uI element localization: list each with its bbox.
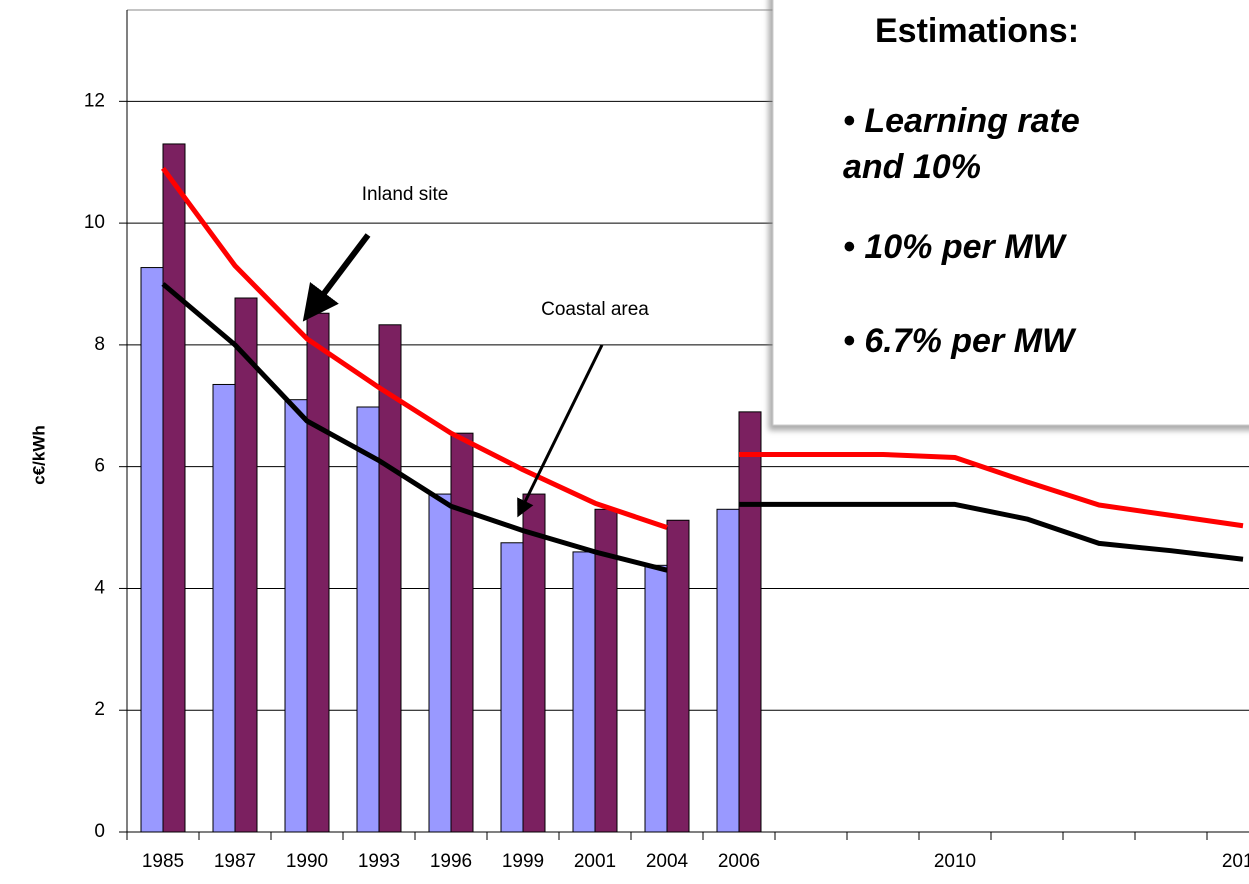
line bbox=[739, 501, 1244, 562]
bar bbox=[428, 493, 452, 833]
text-box-line: • Learning rate bbox=[843, 102, 1080, 140]
bar bbox=[716, 508, 740, 833]
y-tick-label: 2 bbox=[94, 699, 105, 720]
y-tick-label: 4 bbox=[94, 577, 105, 598]
y-tick-label: 10 bbox=[84, 212, 105, 233]
annotation-arrow bbox=[517, 344, 604, 518]
bar bbox=[234, 297, 258, 833]
y-tick-label: 12 bbox=[84, 90, 105, 111]
annotation-arrow bbox=[302, 233, 371, 322]
bar bbox=[572, 551, 596, 833]
x-tick-label: 1999 bbox=[502, 851, 544, 872]
bar bbox=[212, 383, 236, 833]
x-tick-label: 2015 bbox=[1222, 851, 1249, 872]
bar bbox=[356, 406, 380, 833]
plot-area: 0 2 4 6 8 10 12 1985 1987 1990 1993 1996 1999 2001 200… bbox=[84, 9, 1249, 872]
text-box-frame bbox=[772, 0, 1249, 426]
x-tick-label: 1987 bbox=[214, 851, 256, 872]
x-tick-label: 1993 bbox=[358, 851, 400, 872]
bar bbox=[140, 267, 164, 833]
line bbox=[739, 451, 1244, 529]
bar bbox=[666, 519, 690, 833]
bar bbox=[738, 411, 762, 833]
bar bbox=[378, 324, 402, 833]
bar bbox=[306, 312, 330, 833]
text-box-line: and 10% bbox=[843, 148, 981, 186]
x-tick-label: 2010 bbox=[934, 851, 976, 872]
bar bbox=[644, 564, 668, 833]
text-box: Estimations: • Learning rate and 10% • 1… bbox=[772, 0, 1249, 426]
x-tick-label: 2006 bbox=[718, 851, 760, 872]
line bbox=[161, 282, 668, 573]
y-tick-label: 8 bbox=[94, 334, 105, 355]
y-tick-label: 0 bbox=[94, 821, 105, 842]
bar bbox=[522, 493, 546, 833]
y-axis-label: c€/kWh bbox=[29, 425, 48, 485]
bar bbox=[450, 432, 474, 833]
bar bbox=[500, 542, 524, 833]
annotation: Coastal area bbox=[541, 299, 649, 320]
text-box-line: • 10% per MW bbox=[843, 228, 1068, 266]
text-box-line: • 6.7% per MW bbox=[843, 322, 1077, 360]
x-tick-label: 2004 bbox=[646, 851, 689, 872]
bar bbox=[162, 143, 186, 833]
x-tick-label: 1990 bbox=[286, 851, 328, 872]
annotation: Inland site bbox=[362, 184, 449, 205]
x-tick-label: 1985 bbox=[142, 851, 184, 872]
bar bbox=[284, 399, 308, 833]
line bbox=[160, 166, 668, 530]
x-tick-label: 2001 bbox=[574, 851, 616, 872]
text-box-title: Estimations: bbox=[875, 12, 1079, 50]
y-tick-label: 6 bbox=[94, 456, 105, 477]
x-tick-label: 1996 bbox=[430, 851, 472, 872]
